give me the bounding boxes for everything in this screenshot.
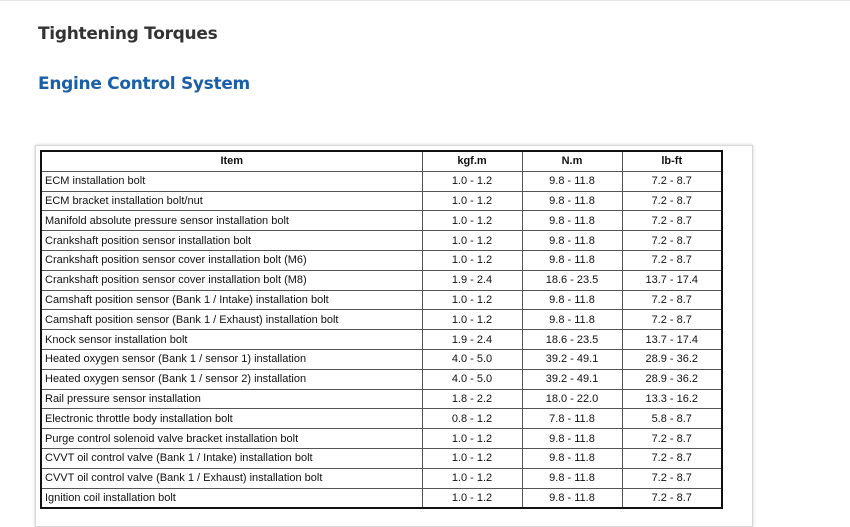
header-kgfm: kgf.m	[421, 150, 523, 172]
cell-kgfm: 1.0 - 1.2	[421, 230, 523, 251]
cell-lbft: 7.2 - 8.7	[621, 210, 723, 232]
cell-nm: 9.8 - 11.8	[521, 467, 623, 489]
table-row: Rail pressure sensor installation 1.8 - 2…	[40, 388, 723, 410]
cell-kgfm: 4.0 - 5.0	[421, 368, 523, 390]
cell-nm: 9.8 - 11.8	[521, 289, 623, 311]
cell-nm: 9.8 - 11.8	[521, 487, 623, 509]
table-row: Ignition coil installation bolt 1.0 - 1.2…	[40, 487, 723, 509]
cell-lbft: 7.2 - 8.7	[621, 289, 723, 311]
cell-kgfm: 1.0 - 1.2	[421, 289, 523, 311]
cell-item: Crankshaft position sensor cover install…	[40, 249, 423, 271]
cell-item: Rail pressure sensor installation	[40, 388, 423, 410]
cell-item: Camshaft position sensor (Bank 1 / Intak…	[40, 289, 423, 311]
cell-lbft: 7.2 - 8.7	[621, 230, 723, 251]
cell-nm: 7.8 - 11.8	[521, 408, 623, 430]
cell-nm: 9.8 - 11.8	[521, 190, 623, 212]
torque-table: Item kgf.m N.m lb-ft ECM installation bolt 1…	[40, 150, 723, 510]
cell-nm: 9.8 - 11.8	[521, 170, 623, 192]
cell-nm: 9.8 - 11.8	[521, 309, 623, 331]
cell-nm: 18.6 - 23.5	[521, 269, 623, 291]
table-row: Heated oxygen sensor (Bank 1 / sensor 2)…	[40, 368, 723, 390]
cell-nm: 9.8 - 11.8	[521, 210, 623, 232]
cell-nm: 9.8 - 11.8	[521, 230, 623, 251]
cell-item: Knock sensor installation bolt	[40, 329, 423, 350]
cell-item: Camshaft position sensor (Bank 1 / Exhau…	[40, 309, 423, 331]
table-row: Camshaft position sensor (Bank 1 / Exhau…	[40, 309, 723, 331]
cell-lbft: 7.2 - 8.7	[621, 467, 723, 489]
cell-lbft: 13.3 - 16.2	[621, 388, 723, 410]
cell-lbft: 13.7 - 17.4	[621, 269, 723, 291]
table-row: Crankshaft position sensor installation …	[40, 230, 723, 251]
cell-kgfm: 1.0 - 1.2	[421, 190, 523, 212]
table-header-row: Item kgf.m N.m lb-ft	[40, 150, 723, 172]
cell-item: Heated oxygen sensor (Bank 1 / sensor 2)…	[40, 368, 423, 390]
cell-nm: 39.2 - 49.1	[521, 368, 623, 390]
cell-item: Manifold absolute pressure sensor instal…	[40, 210, 423, 232]
cell-nm: 9.8 - 11.8	[521, 249, 623, 271]
cell-item: Electronic throttle body installation bo…	[40, 408, 423, 430]
header-nm: N.m	[521, 150, 623, 172]
cell-kgfm: 1.0 - 1.2	[421, 467, 523, 489]
table-row: Crankshaft position sensor cover install…	[40, 249, 723, 271]
cell-lbft: 7.2 - 8.7	[621, 309, 723, 331]
cell-kgfm: 1.0 - 1.2	[421, 249, 523, 271]
cell-kgfm: 4.0 - 5.0	[421, 348, 523, 370]
cell-item: Crankshaft position sensor cover install…	[40, 269, 423, 291]
table-row: Electronic throttle body installation bo…	[40, 408, 723, 430]
table-row: ECM bracket installation bolt/nut 1.0 - 1…	[40, 190, 723, 212]
cell-nm: 18.0 - 22.0	[521, 388, 623, 410]
top-divider	[0, 0, 850, 1]
table-row: Camshaft position sensor (Bank 1 / Intak…	[40, 289, 723, 311]
cell-item: Purge control solenoid valve bracket ins…	[40, 428, 423, 449]
cell-lbft: 13.7 - 17.4	[621, 329, 723, 350]
table-row: Purge control solenoid valve bracket ins…	[40, 428, 723, 449]
page-title: Tightening Torques	[38, 24, 218, 44]
cell-item: CVVT oil control valve (Bank 1 / Intake)…	[40, 447, 423, 469]
cell-lbft: 7.2 - 8.7	[621, 190, 723, 212]
cell-item: CVVT oil control valve (Bank 1 / Exhaust…	[40, 467, 423, 489]
cell-kgfm: 1.9 - 2.4	[421, 269, 523, 291]
table-row: Knock sensor installation bolt 1.9 - 2.4 1…	[40, 329, 723, 350]
cell-lbft: 7.2 - 8.7	[621, 249, 723, 271]
header-lbft: lb-ft	[621, 150, 723, 172]
cell-lbft: 7.2 - 8.7	[621, 170, 723, 192]
cell-item: Ignition coil installation bolt	[40, 487, 423, 509]
cell-kgfm: 1.0 - 1.2	[421, 487, 523, 509]
cell-lbft: 7.2 - 8.7	[621, 487, 723, 509]
cell-nm: 9.8 - 11.8	[521, 428, 623, 449]
table-row: Heated oxygen sensor (Bank 1 / sensor 1)…	[40, 348, 723, 370]
section-title: Engine Control System	[38, 74, 250, 94]
cell-nm: 9.8 - 11.8	[521, 447, 623, 469]
cell-item: ECM bracket installation bolt/nut	[40, 190, 423, 212]
cell-nm: 39.2 - 49.1	[521, 348, 623, 370]
cell-item: Crankshaft position sensor installation …	[40, 230, 423, 251]
cell-item: ECM installation bolt	[40, 170, 423, 192]
table-row: CVVT oil control valve (Bank 1 / Exhaust…	[40, 467, 723, 489]
cell-kgfm: 1.8 - 2.2	[421, 388, 523, 410]
cell-nm: 18.6 - 23.5	[521, 329, 623, 350]
header-item: Item	[40, 150, 423, 172]
cell-lbft: 28.9 - 36.2	[621, 368, 723, 390]
cell-lbft: 28.9 - 36.2	[621, 348, 723, 370]
table-row: Crankshaft position sensor cover install…	[40, 269, 723, 291]
cell-kgfm: 1.0 - 1.2	[421, 428, 523, 449]
cell-lbft: 7.2 - 8.7	[621, 447, 723, 469]
cell-kgfm: 1.0 - 1.2	[421, 447, 523, 469]
table-row: ECM installation bolt 1.0 - 1.2 9.8 - 11.8…	[40, 170, 723, 192]
cell-kgfm: 1.0 - 1.2	[421, 170, 523, 192]
cell-kgfm: 1.9 - 2.4	[421, 329, 523, 350]
table-row: Manifold absolute pressure sensor instal…	[40, 210, 723, 232]
table-row: CVVT oil control valve (Bank 1 / Intake)…	[40, 447, 723, 469]
cell-kgfm: 1.0 - 1.2	[421, 210, 523, 232]
cell-item: Heated oxygen sensor (Bank 1 / sensor 1)…	[40, 348, 423, 370]
cell-kgfm: 1.0 - 1.2	[421, 309, 523, 331]
cell-lbft: 7.2 - 8.7	[621, 428, 723, 449]
cell-lbft: 5.8 - 8.7	[621, 408, 723, 430]
cell-kgfm: 0.8 - 1.2	[421, 408, 523, 430]
